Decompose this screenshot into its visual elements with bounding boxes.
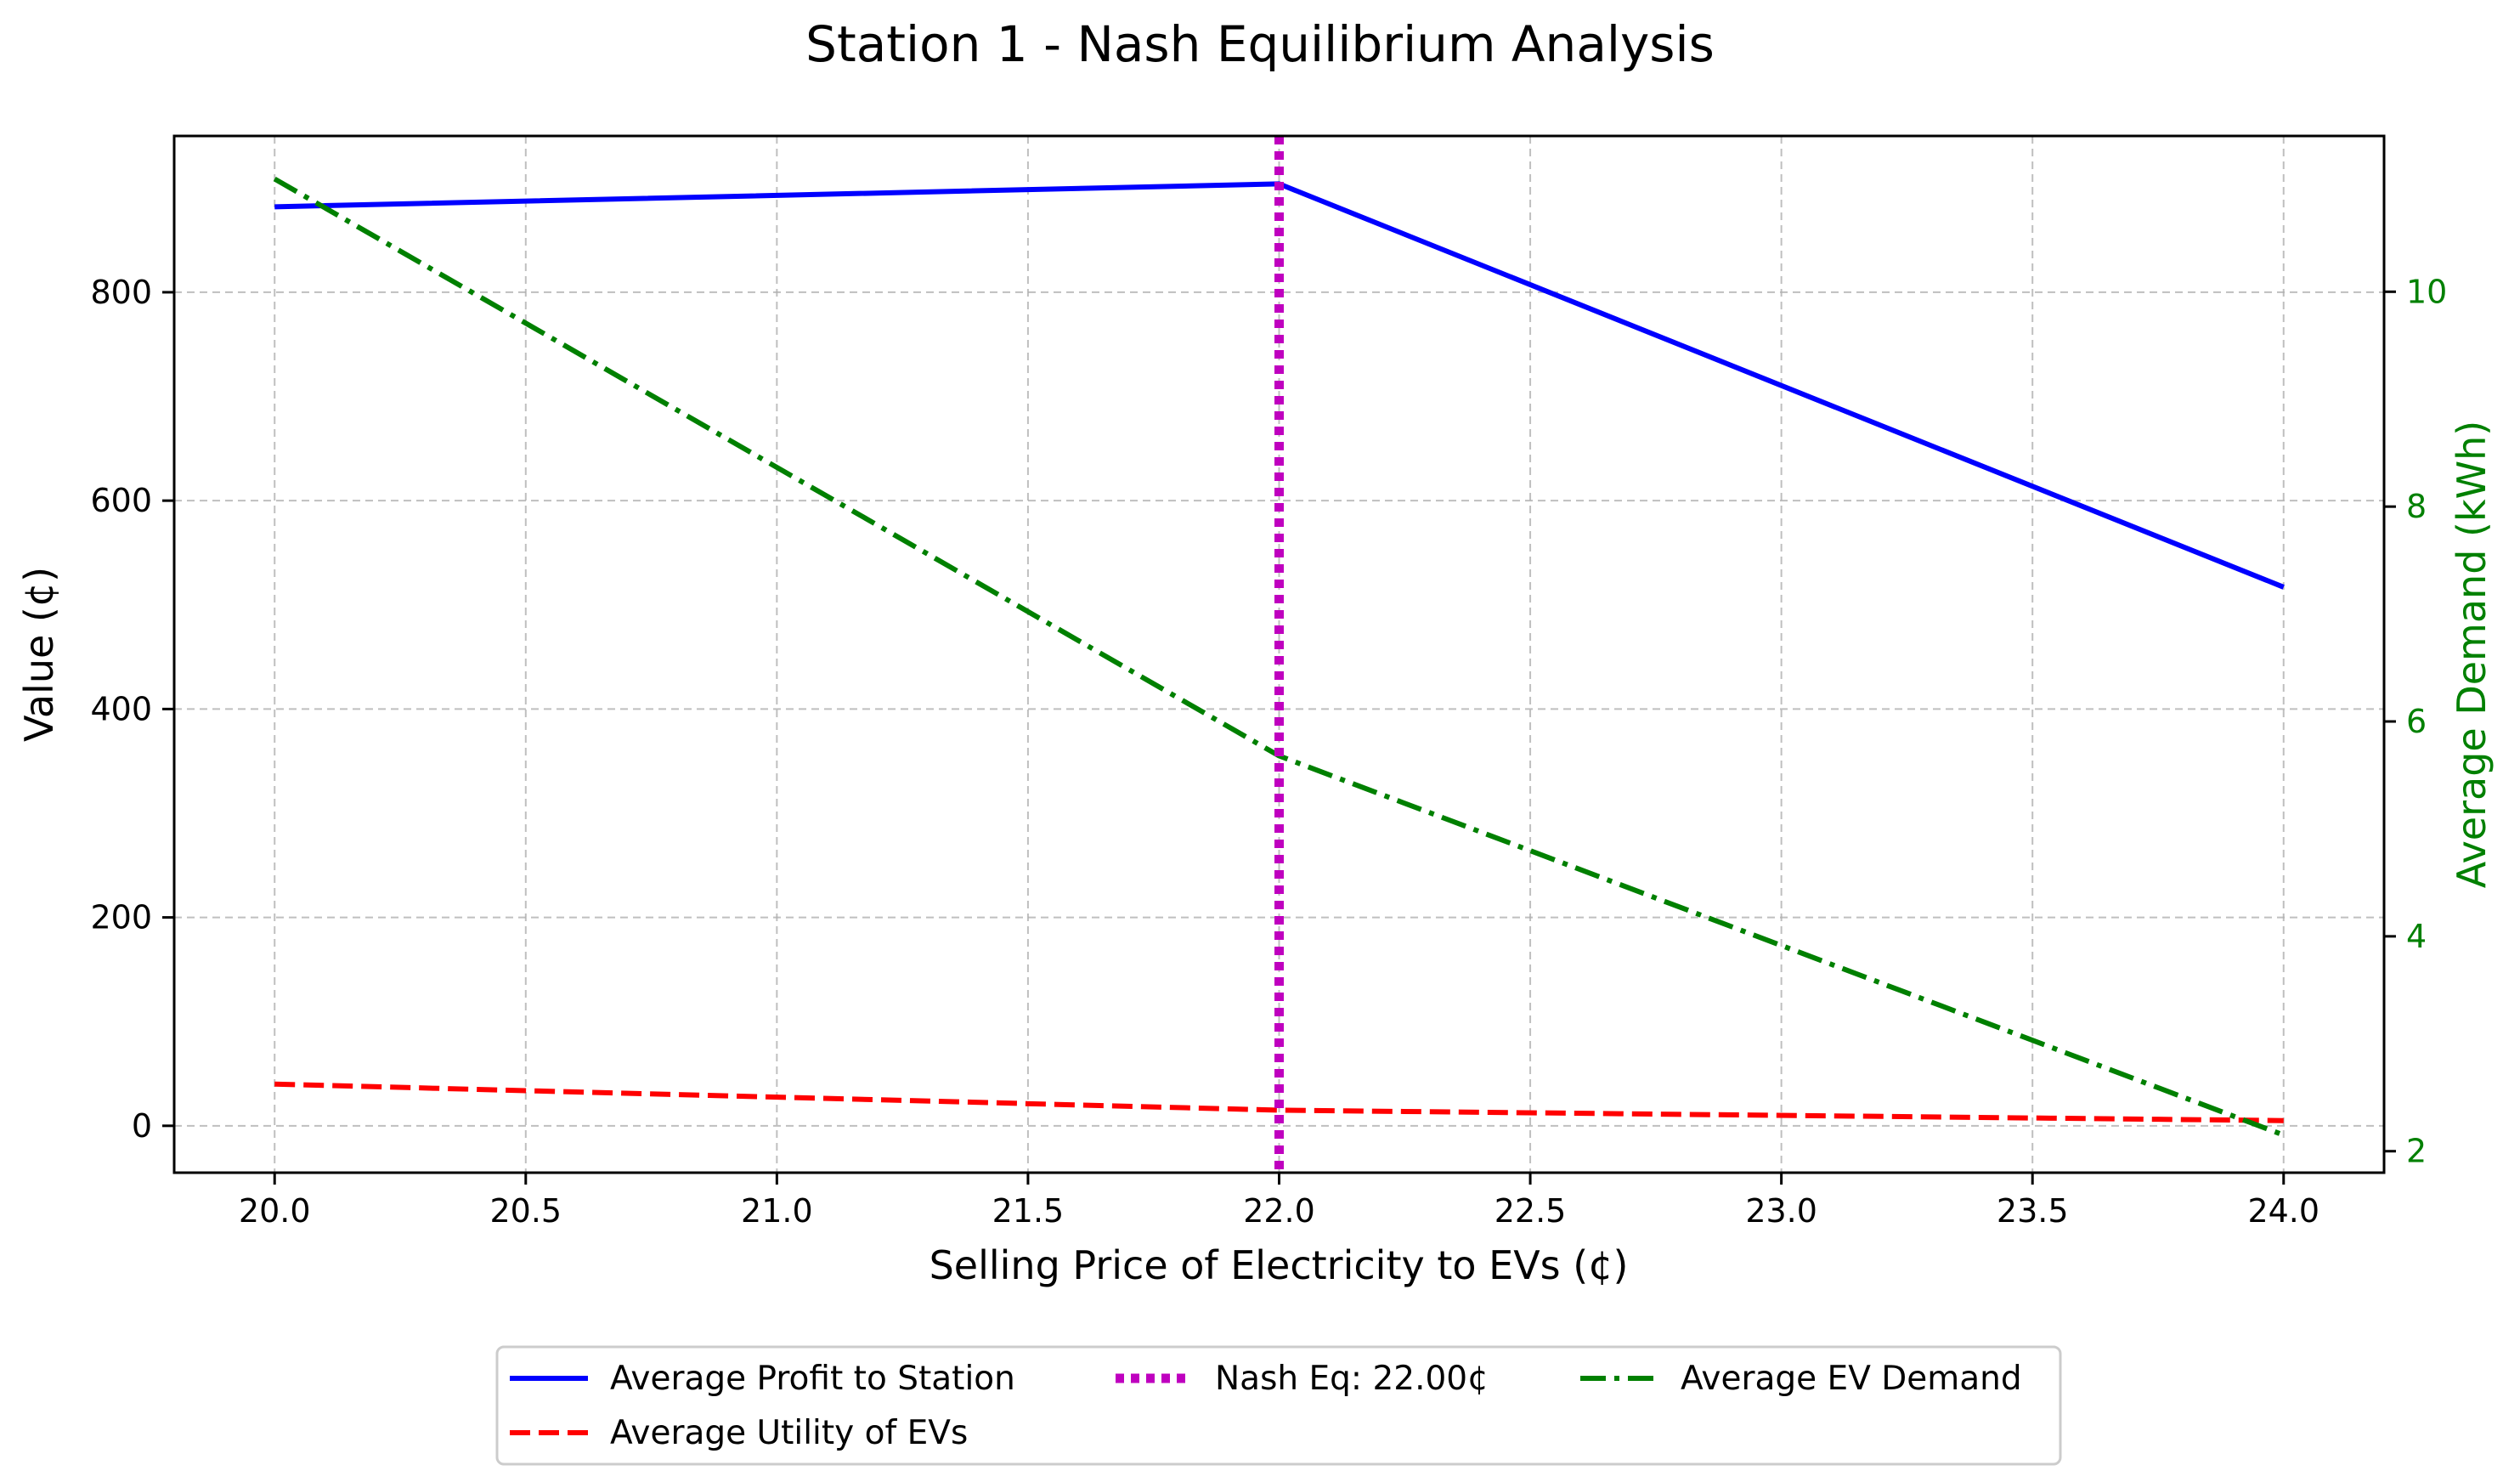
y2-axis-ticks: 2 4 6 8 10 bbox=[2384, 273, 2447, 1170]
y2-tick-label: 8 bbox=[2406, 488, 2427, 525]
x-axis-label: Selling Price of Electricity to EVs (¢) bbox=[929, 1242, 1629, 1288]
x-tick-label: 20.0 bbox=[239, 1192, 311, 1230]
x-tick-label: 20.5 bbox=[489, 1192, 562, 1230]
x-tick-label: 21.5 bbox=[992, 1192, 1065, 1230]
x-tick-label: 24.0 bbox=[2247, 1192, 2319, 1230]
x-tick-label: 23.0 bbox=[1745, 1192, 1817, 1230]
grid-lines bbox=[174, 136, 2384, 1173]
series-line-utility bbox=[274, 1081, 2284, 1123]
y2-tick-label: 4 bbox=[2406, 918, 2427, 955]
y-axis-label: Value (¢) bbox=[16, 567, 62, 742]
y-tick-label: 400 bbox=[90, 690, 152, 727]
y-tick-label: 0 bbox=[132, 1107, 152, 1145]
y-tick-label: 200 bbox=[90, 899, 152, 936]
x-tick-label: 23.5 bbox=[1997, 1192, 2069, 1230]
x-tick-label: 22.0 bbox=[1243, 1192, 1315, 1230]
x-tick-label: 22.5 bbox=[1494, 1192, 1567, 1230]
legend-box bbox=[495, 1345, 2062, 1466]
chart-title: Station 1 - Nash Equilibrium Analysis bbox=[805, 15, 1715, 73]
legend: Average Profit to Station Average Utilit… bbox=[495, 1345, 2062, 1466]
y2-tick-label: 2 bbox=[2406, 1133, 2427, 1170]
legend-profit-label: Average Profit to Station bbox=[610, 1360, 1015, 1398]
y-axis-ticks: 0 200 400 600 800 bbox=[90, 274, 174, 1145]
y-tick-label: 600 bbox=[90, 482, 152, 519]
x-tick-label: 21.0 bbox=[741, 1192, 813, 1230]
x-axis-ticks: 20.0 20.5 21.0 21.5 22.0 22.5 23.0 23.5 24.0 bbox=[239, 1173, 2319, 1230]
y2-axis-label: Average Demand (kWh) bbox=[2449, 421, 2495, 888]
y-tick-label: 800 bbox=[90, 274, 152, 311]
y2-tick-label: 10 bbox=[2406, 273, 2447, 310]
legend-demand-label: Average EV Demand bbox=[1681, 1360, 2022, 1398]
legend-nash-label: Nash Eq: 22.00¢ bbox=[1215, 1360, 1489, 1398]
legend-utility-label: Average Utility of EVs bbox=[610, 1414, 968, 1452]
y2-tick-label: 6 bbox=[2406, 703, 2427, 740]
